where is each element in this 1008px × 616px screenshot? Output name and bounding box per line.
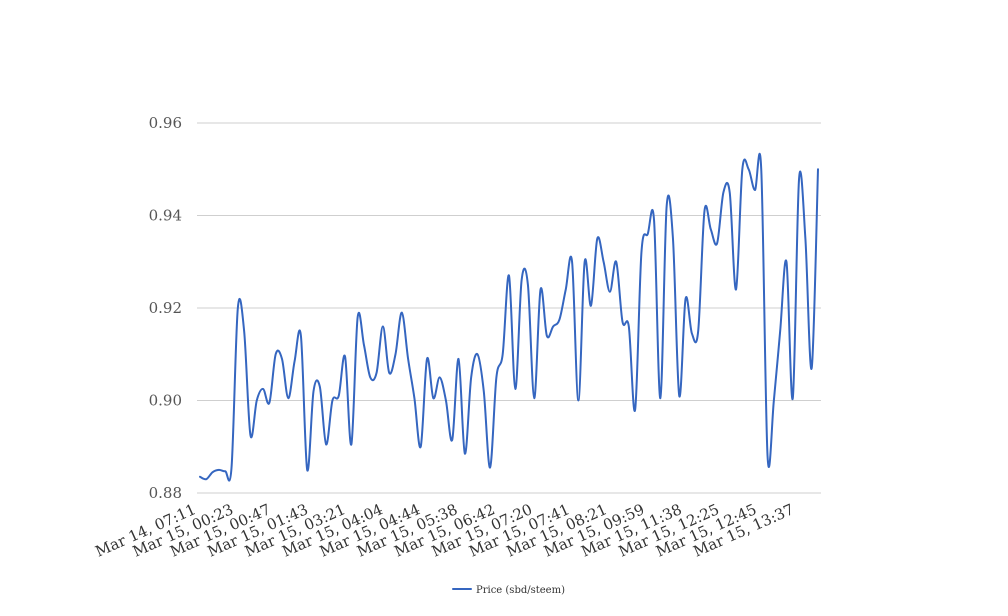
y-tick-label: 0.88 <box>149 484 182 502</box>
gridlines <box>197 122 821 494</box>
legend-label: Price (sbd/steem) <box>476 585 565 596</box>
legend: Price (sbd/steem) <box>452 585 565 596</box>
series-layer <box>199 152 819 482</box>
y-tick-label: 0.94 <box>149 207 182 225</box>
y-tick-label: 0.96 <box>149 114 182 132</box>
y-tick-label: 0.90 <box>149 392 182 410</box>
y-tick-label: 0.92 <box>149 299 182 317</box>
series-line-price <box>199 152 819 482</box>
y-axis-ticks: 0.88 0.90 0.92 0.94 0.96 <box>149 114 182 502</box>
